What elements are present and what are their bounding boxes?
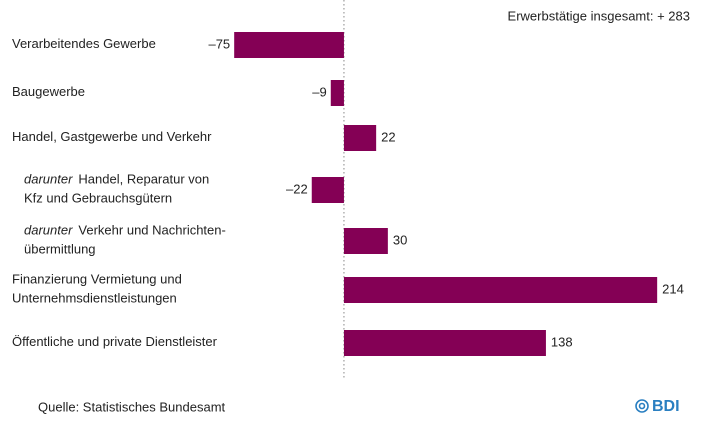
bar xyxy=(343,277,658,303)
category-label: Unternehmsdienstleistungen xyxy=(12,291,177,306)
bar xyxy=(311,177,344,203)
category-text: Verarbeitendes Gewerbe xyxy=(12,36,156,51)
category-text: Finanzierung Vermietung und xyxy=(12,272,182,287)
value-label: 30 xyxy=(393,232,407,247)
logo-icon xyxy=(635,399,649,413)
value-label: –9 xyxy=(312,84,326,99)
category-label: Finanzierung Vermietung und xyxy=(12,272,182,287)
category-label: Handel, Gastgewerbe und Verkehr xyxy=(12,129,212,144)
category-text: übermittlung xyxy=(24,242,96,257)
category-text: Verkehr und Nachrichten- xyxy=(78,223,225,238)
category-label: übermittlung xyxy=(24,242,96,257)
source: Quelle: Statistisches Bundesamt xyxy=(38,399,226,414)
category-prefix: darunter xyxy=(24,223,73,238)
category-prefix: darunter xyxy=(24,172,73,187)
category-text: Baugewerbe xyxy=(12,84,85,99)
bar xyxy=(343,228,388,254)
value-label: –22 xyxy=(286,181,308,196)
value-label: 138 xyxy=(551,334,573,349)
value-label: 214 xyxy=(662,281,684,296)
value-label: 22 xyxy=(381,129,395,144)
category-text: Handel, Gastgewerbe und Verkehr xyxy=(12,129,212,144)
bar xyxy=(343,125,377,151)
category-label: darunter Verkehr und Nachrichten- xyxy=(24,223,226,238)
category-text: Handel, Reparatur von xyxy=(78,172,209,187)
category-label: Baugewerbe xyxy=(12,84,85,99)
category-label: Öffentliche und private Dienstleister xyxy=(12,334,218,349)
bar xyxy=(234,32,344,58)
logo: BDI xyxy=(652,398,680,415)
bar xyxy=(343,330,546,356)
category-text: Öffentliche und private Dienstleister xyxy=(12,334,218,349)
category-label: darunter Handel, Reparatur von xyxy=(24,172,209,187)
value-label: –75 xyxy=(208,36,230,51)
category-label: Verarbeitendes Gewerbe xyxy=(12,36,156,51)
category-label: Kfz und Gebrauchsgütern xyxy=(24,191,172,206)
category-text: Unternehmsdienstleistungen xyxy=(12,291,177,306)
annotation: Erwerbstätige insgesamt: + 283 xyxy=(508,8,690,23)
bar xyxy=(330,80,344,106)
category-text: Kfz und Gebrauchsgütern xyxy=(24,191,172,206)
